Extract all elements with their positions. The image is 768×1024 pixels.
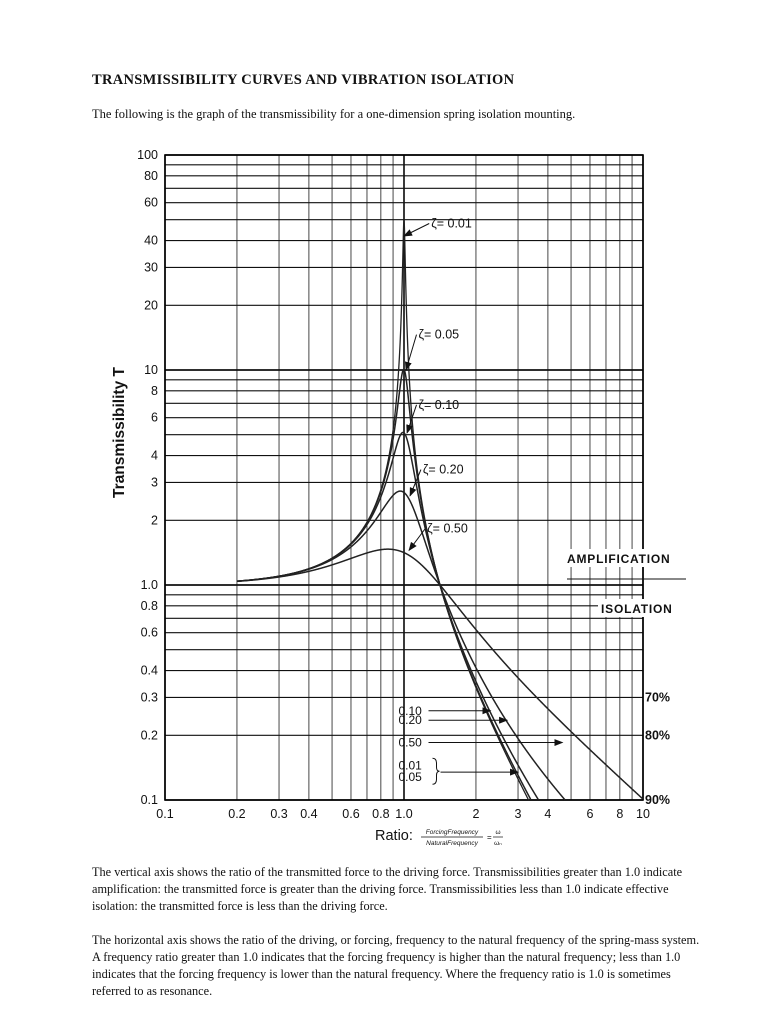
y-tick-label: 40: [144, 234, 158, 248]
x-axis-formula-equals: =: [487, 833, 492, 842]
y-tick-label: 0.3: [141, 690, 158, 704]
transmissibility-curve-zeta-0.2: [236, 490, 566, 801]
isolation-percentage-label: 90%: [645, 793, 670, 807]
transmissibility-curve-zeta-0.1: [236, 431, 540, 801]
y-tick-label: 10: [144, 363, 158, 377]
chart-labels: 0.1 0.2 0.3 0.4 0.6 0.8 1.0 2 3 4 6 8 10 100 80 60 40 30 2…: [111, 148, 688, 847]
zeta-label: ζ= 0.05: [419, 328, 460, 342]
x-tick-label: 2: [472, 807, 479, 821]
paragraph-vertical-axis: The vertical axis shows the ratio of the…: [92, 865, 683, 913]
y-tick-label: 60: [144, 196, 158, 210]
y-tick-label: 20: [144, 298, 158, 312]
y-tick-label: 0.4: [141, 664, 158, 678]
x-tick-label: 1.0: [395, 807, 412, 821]
paragraph-horizontal-axis: The horizontal axis shows the ratio of t…: [92, 933, 700, 998]
lower-zeta-label: 0.20: [399, 713, 423, 727]
y-tick-label: 4: [151, 449, 158, 463]
isolation-percentage-label: 80%: [645, 728, 670, 742]
zeta-label: ζ= 0.10: [419, 398, 460, 412]
y-tick-label: 30: [144, 260, 158, 274]
amplification-label: AMPLIFICATION: [567, 552, 671, 566]
zeta-arrow: [408, 528, 426, 552]
zeta-arrow: [406, 404, 417, 434]
y-tick-label: 2: [151, 513, 158, 527]
x-tick-label: 0.1: [156, 807, 173, 821]
transmissibility-curve-zeta-0.5: [236, 548, 644, 800]
y-tick-label: 3: [151, 475, 158, 489]
x-tick-label: 0.2: [228, 807, 245, 821]
y-tick-label: 8: [151, 384, 158, 398]
x-tick-label: 0.3: [270, 807, 287, 821]
chart-curves: [236, 219, 644, 801]
x-axis-formula-rhs-bottom: ωₙ: [494, 840, 502, 847]
x-tick-label: 0.6: [342, 807, 359, 821]
x-tick-label: 3: [515, 807, 522, 821]
document-title: TRANSMISSIBILITY CURVES AND VIBRATION IS…: [92, 72, 515, 88]
zeta-label: ζ= 0.20: [423, 463, 464, 477]
brace-icon: [432, 757, 440, 785]
chart-grid: [164, 154, 644, 801]
y-tick-label: 0.2: [141, 728, 158, 742]
y-tick-label: 100: [137, 148, 158, 162]
zeta-arrow: [404, 334, 417, 371]
x-tick-label: 10: [636, 807, 650, 821]
lower-zeta-label: 0.05: [399, 770, 423, 784]
x-tick-label: 0.4: [300, 807, 317, 821]
x-tick-label: 6: [587, 807, 594, 821]
lower-zeta-label: 0.10: [399, 704, 423, 718]
zeta-label: ζ= 0.50: [427, 522, 468, 536]
isolation-label: ISOLATION: [601, 602, 673, 616]
lower-zeta-label: 0.50: [399, 736, 423, 750]
intro-text: The following is the graph of the transm…: [92, 107, 576, 121]
y-tick-label: 0.6: [141, 626, 158, 640]
zeta-arrow: [409, 469, 422, 497]
isolation-percentage-label: 70%: [645, 690, 670, 704]
x-axis-formula-rhs-top: ω: [495, 829, 500, 836]
y-tick-label: 6: [151, 411, 158, 425]
zeta-label: ζ= 0.01: [431, 217, 472, 231]
lower-zeta-label: 0.01: [399, 758, 423, 772]
x-tick-label: 4: [544, 807, 551, 821]
y-tick-label: 80: [144, 169, 158, 183]
plot-frame: [164, 154, 644, 801]
y-tick-label: 0.8: [141, 599, 158, 613]
amplification-label-bg: [568, 549, 688, 567]
transmissibility-chart: 0.1 0.2 0.3 0.4 0.6 0.8 1.0 2 3 4 6 8 10 100 80 60 40 30 2…: [111, 148, 688, 847]
zeta-arrow: [403, 223, 430, 237]
x-axis-formula-bottom: NaturalFrequency: [426, 840, 478, 847]
isolation-label-bg: [598, 599, 688, 617]
y-tick-label: 1.0: [141, 578, 158, 592]
y-tick-label: 0.1: [141, 793, 158, 807]
x-axis-label: Ratio:: [375, 828, 413, 844]
x-tick-label: 8: [616, 807, 623, 821]
x-axis-formula-top: ForcingFrequency: [426, 829, 479, 836]
x-tick-label: 0.8: [372, 807, 389, 821]
y-axis-label: Transmissibility T: [111, 367, 128, 498]
